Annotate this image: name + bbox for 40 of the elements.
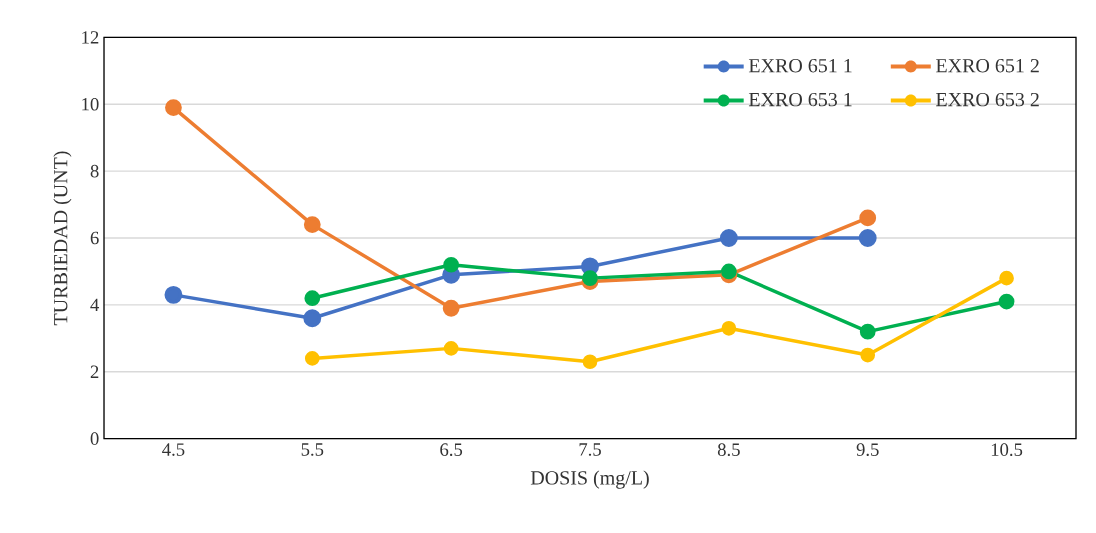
x-tick-label: 7.5 <box>579 443 601 456</box>
y-tick-label: 2 <box>90 365 99 378</box>
x-tick-label: 9.5 <box>856 443 879 456</box>
y-tick-label: 8 <box>90 164 99 178</box>
point <box>443 340 459 356</box>
point <box>582 270 598 286</box>
x-axis-title: DOSIS (mg/L) <box>530 470 649 489</box>
point <box>442 299 460 317</box>
point <box>720 263 737 280</box>
y-tick-label: 10 <box>82 97 99 111</box>
legend-label: EXRO 653 1 <box>748 92 852 107</box>
x-tick-label: 6.5 <box>440 443 463 456</box>
y-axis-title: TURBIEDAD (UNT) <box>53 151 72 325</box>
point <box>859 323 876 340</box>
point <box>303 309 322 328</box>
point <box>165 99 182 116</box>
y-tick-label: 4 <box>90 298 100 311</box>
legend-label: EXRO 653 2 <box>936 92 1039 107</box>
point <box>721 320 737 336</box>
y-tick-label: 6 <box>90 231 99 245</box>
legend-label: EXRO 651 1 <box>748 58 852 73</box>
point <box>998 293 1015 310</box>
x-tick-label: 4.5 <box>162 443 185 456</box>
point <box>719 228 738 247</box>
point <box>304 350 320 366</box>
point <box>304 290 321 306</box>
point <box>303 216 321 233</box>
point <box>858 228 877 247</box>
y-tick-label: 0 <box>90 432 99 445</box>
legend-label: EXRO 651 2 <box>936 58 1039 73</box>
x-tick-label: 10.5 <box>991 443 1023 456</box>
x-tick-label: 8.5 <box>717 443 740 456</box>
y-tick-label: 12 <box>82 31 99 44</box>
point <box>164 285 183 304</box>
x-tick-label: 5.5 <box>301 443 324 456</box>
point <box>582 354 598 369</box>
point <box>999 270 1014 286</box>
point <box>860 347 876 363</box>
point <box>443 256 460 273</box>
point <box>859 209 877 227</box>
